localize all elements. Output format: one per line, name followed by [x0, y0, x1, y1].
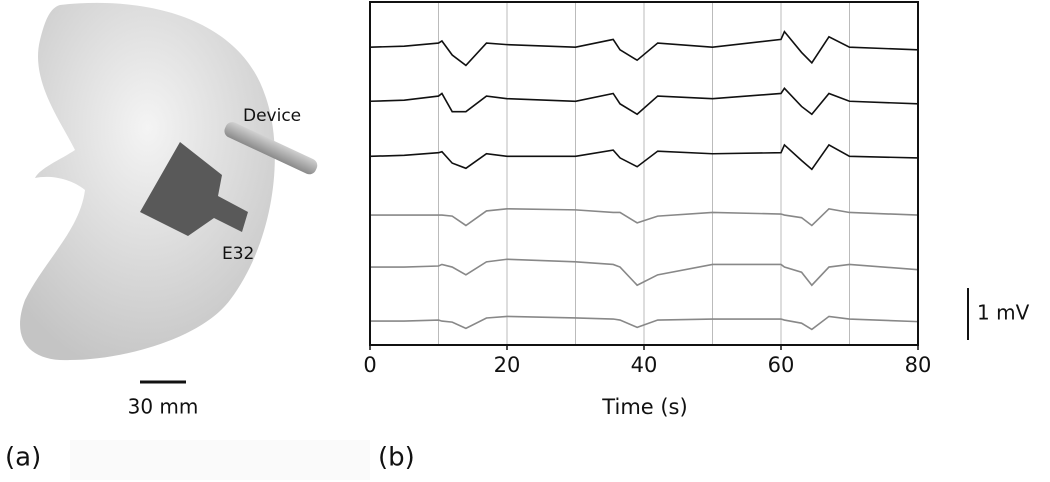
head-illustration: Device E32 30 mm	[20, 2, 370, 480]
x-tick-label: 40	[631, 353, 658, 377]
head-shape	[20, 2, 275, 361]
x-tick-label: 0	[363, 353, 376, 377]
panel-label-b: (b)	[378, 443, 415, 473]
plot-frame	[369, 1, 919, 346]
device	[224, 122, 318, 175]
x-tick-label: 20	[494, 353, 521, 377]
trace	[369, 30, 919, 67]
caption-blank	[70, 440, 370, 480]
probe-label: E32	[222, 244, 254, 264]
trace	[369, 86, 919, 116]
plot: 0 20 40 60 80 1 mV	[363, 1, 1030, 377]
x-tick-label: 60	[768, 353, 795, 377]
panel-label-a: (a)	[5, 443, 41, 473]
e32-probe	[140, 142, 248, 236]
x-axis-label: Time (s)	[601, 395, 687, 419]
voltage-scale-label: 1 mV	[977, 301, 1030, 325]
device-label: Device	[243, 106, 301, 126]
trace	[369, 143, 919, 171]
trace	[370, 258, 919, 287]
trace	[370, 315, 919, 331]
trace	[370, 207, 919, 227]
length-scale-label: 30 mm	[128, 395, 199, 419]
x-tick-label: 80	[905, 353, 932, 377]
